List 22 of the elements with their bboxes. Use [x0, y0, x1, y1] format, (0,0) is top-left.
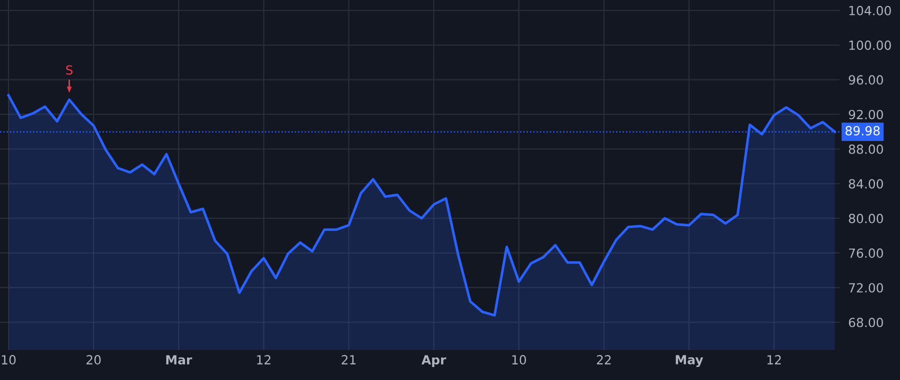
x-tick-label: 12: [768, 355, 781, 364]
x-tick-label: May: [676, 355, 704, 367]
y-tick-label: 72.00: [849, 283, 883, 293]
x-tick-label: 10: [2, 355, 16, 365]
y-tick-label: 88.00: [848, 144, 883, 154]
y-tick-label: 100.00: [849, 40, 891, 50]
x-tick-label: 20: [86, 355, 101, 365]
annotation: S: [66, 65, 73, 75]
y-tick-label: 84.00: [848, 179, 883, 189]
x-tick-label: 12: [257, 355, 270, 364]
x-tick-label: 10: [512, 355, 526, 365]
x-tick-label: 22: [596, 355, 611, 364]
x-tick-label: 21: [342, 355, 356, 364]
y-tick-label: 104.00: [849, 6, 891, 16]
ref-line-label: 89.98: [846, 126, 880, 136]
x-tick-label: Mar: [166, 355, 192, 365]
y-tick-label: 80.00: [848, 214, 883, 224]
y-tick-label: 96.00: [848, 75, 883, 85]
x-tick-label: Apr: [421, 355, 446, 367]
y-tick-label: 68.00: [848, 318, 883, 328]
y-tick-label: 76.00: [849, 248, 883, 258]
y-tick-label: 92.00: [848, 110, 883, 120]
